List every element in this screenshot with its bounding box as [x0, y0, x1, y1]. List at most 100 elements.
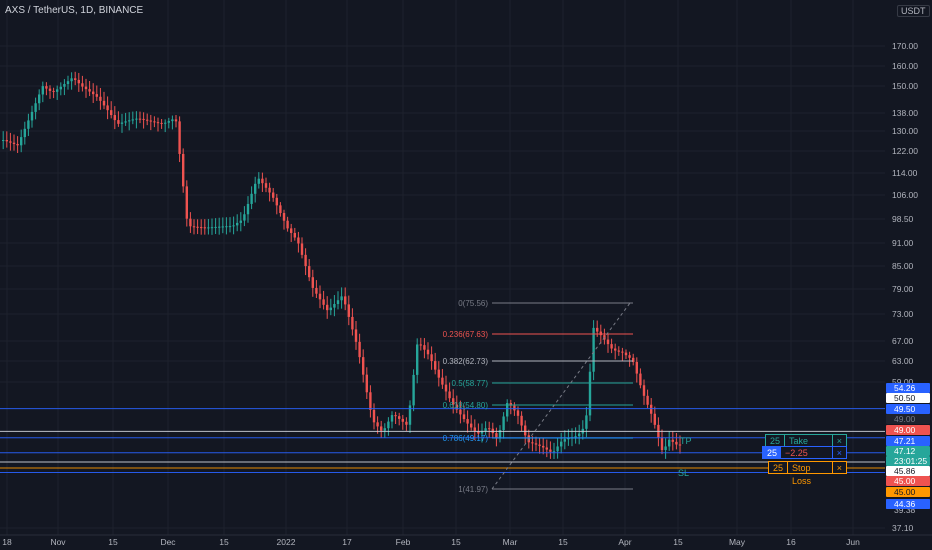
candle-body: [110, 110, 113, 116]
candle-body: [59, 86, 62, 90]
candle-body: [578, 433, 581, 437]
candle-body: [635, 361, 638, 374]
candle-body: [444, 384, 448, 392]
price-axis-tick: 73.00: [892, 309, 914, 319]
candle-body: [214, 226, 217, 228]
candle-body: [282, 213, 286, 221]
time-axis-tick: 15: [558, 537, 568, 547]
candle-body: [315, 287, 318, 294]
candle-body: [642, 385, 646, 396]
candle-body: [362, 357, 365, 375]
candle-body: [542, 445, 545, 448]
candle-body: [632, 357, 635, 362]
candle-body: [466, 419, 469, 424]
candle-body: [552, 451, 556, 453]
price-label: 49.50: [894, 404, 916, 414]
candles: [2, 71, 682, 460]
candle-body: [596, 327, 599, 332]
price-label-bg: [886, 456, 930, 466]
time-axis-tick: 15: [451, 537, 461, 547]
candle-body: [167, 121, 170, 123]
candle-body: [207, 227, 210, 229]
candle-body: [502, 416, 505, 430]
tp-label: TP: [680, 436, 692, 446]
candle-body: [149, 120, 152, 122]
time-axis-tick: 18: [2, 537, 12, 547]
time-axis-tick: Apr: [618, 537, 631, 547]
candle-body: [246, 203, 250, 215]
candle-body: [286, 220, 289, 229]
candle-body: [113, 115, 116, 121]
time-axis-bg: [0, 535, 932, 550]
candle-body: [380, 426, 383, 431]
fib-level-label: 0.618(54.80): [443, 401, 489, 410]
price-label-bg: [886, 499, 930, 509]
candle-body: [621, 351, 624, 353]
fib-level-label: 0.382(62.73): [443, 357, 489, 366]
candle-body: [239, 220, 242, 223]
price-axis-tick: 59.00: [892, 377, 914, 387]
candle-body: [120, 122, 124, 124]
candle-body: [477, 431, 480, 434]
price-label-bg: [886, 466, 930, 476]
position-close-icon[interactable]: ×: [831, 447, 846, 458]
candle-body: [434, 361, 437, 370]
candle-body: [574, 436, 577, 438]
take-profit-qty: 25: [770, 436, 781, 446]
candle-body: [232, 225, 235, 227]
take-profit-label: Take Profit: [784, 435, 832, 459]
take-profit-close-icon[interactable]: ×: [831, 435, 846, 446]
candle-body: [329, 307, 332, 311]
price-label: 39.38: [894, 505, 916, 515]
candle-body: [441, 377, 444, 385]
candle-body: [624, 352, 628, 356]
candle-body: [369, 392, 372, 410]
candle-body: [426, 349, 430, 355]
candle-body: [264, 183, 268, 188]
candle-body: [322, 299, 325, 305]
candle-body: [509, 403, 512, 406]
stop-loss-qty: 25: [773, 463, 784, 473]
candle-body: [408, 405, 412, 425]
candle-body: [448, 391, 451, 399]
candle-body: [430, 354, 433, 362]
price-axis-tick: 67.00: [892, 336, 914, 346]
candle-body: [2, 140, 5, 142]
candle-body: [95, 94, 98, 97]
price-axis-tick: 91.00: [892, 238, 914, 248]
candle-body: [250, 193, 253, 204]
price-label: 47.21: [894, 436, 916, 446]
candle-body: [588, 371, 592, 416]
candle-body: [304, 254, 307, 267]
candle-body: [646, 395, 649, 405]
candle-body: [160, 122, 163, 124]
time-axis-tick: Feb: [396, 537, 411, 547]
candle-body: [153, 121, 156, 123]
candle-body: [549, 449, 552, 452]
price-axis-tick: 160.00: [892, 61, 918, 71]
time-axis-tick: 15: [219, 537, 229, 547]
candle-body: [531, 442, 534, 444]
candle-body: [326, 304, 329, 311]
candle-body: [675, 441, 678, 445]
candle-body: [455, 404, 458, 410]
candle-body: [16, 144, 19, 146]
candle-body: [5, 140, 8, 142]
candle-body: [196, 226, 199, 228]
stop-loss-order[interactable]: 25 Stop Loss ×: [768, 461, 847, 486]
candle-body: [372, 409, 376, 423]
currency-button[interactable]: USDT: [897, 5, 930, 17]
position-order[interactable]: 25 −2.25 USD ×: [762, 446, 847, 471]
price-label-bg: [886, 446, 930, 456]
candle-body: [650, 404, 653, 414]
candle-body: [534, 443, 538, 445]
candle-body: [664, 446, 667, 451]
price-label-bg: [886, 393, 930, 403]
stop-loss-close-icon[interactable]: ×: [831, 462, 846, 473]
candle-body: [77, 79, 80, 84]
candle-body: [275, 197, 278, 206]
candle-body: [128, 120, 131, 122]
candle-body: [423, 345, 426, 350]
candle-body: [333, 303, 336, 308]
